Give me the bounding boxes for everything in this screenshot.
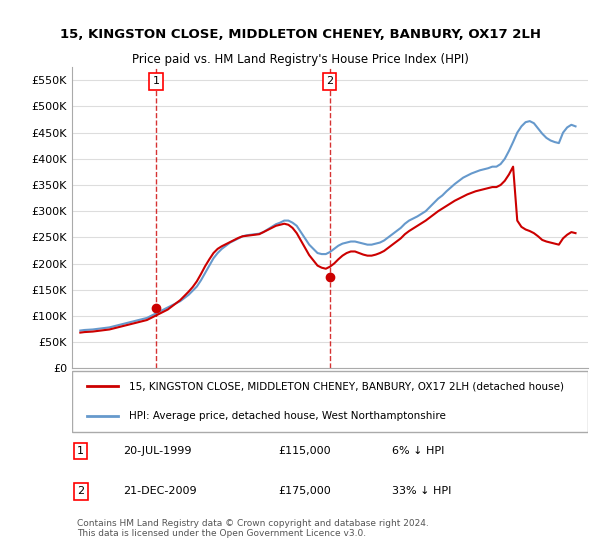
Text: 2: 2 <box>326 76 333 86</box>
Text: HPI: Average price, detached house, West Northamptonshire: HPI: Average price, detached house, West… <box>129 412 446 421</box>
Text: £115,000: £115,000 <box>278 446 331 456</box>
Text: 15, KINGSTON CLOSE, MIDDLETON CHENEY, BANBURY, OX17 2LH: 15, KINGSTON CLOSE, MIDDLETON CHENEY, BA… <box>59 28 541 41</box>
Text: Price paid vs. HM Land Registry's House Price Index (HPI): Price paid vs. HM Land Registry's House … <box>131 53 469 66</box>
Text: 1: 1 <box>152 76 160 86</box>
Text: 21-DEC-2009: 21-DEC-2009 <box>124 486 197 496</box>
Text: Contains HM Land Registry data © Crown copyright and database right 2024.
This d: Contains HM Land Registry data © Crown c… <box>77 519 429 538</box>
Text: 20-JUL-1999: 20-JUL-1999 <box>124 446 192 456</box>
Text: £175,000: £175,000 <box>278 486 331 496</box>
Text: 15, KINGSTON CLOSE, MIDDLETON CHENEY, BANBURY, OX17 2LH (detached house): 15, KINGSTON CLOSE, MIDDLETON CHENEY, BA… <box>129 381 564 391</box>
Text: 2: 2 <box>77 486 84 496</box>
Text: 1: 1 <box>77 446 84 456</box>
FancyBboxPatch shape <box>72 371 588 432</box>
Text: 6% ↓ HPI: 6% ↓ HPI <box>392 446 444 456</box>
Text: 33% ↓ HPI: 33% ↓ HPI <box>392 486 451 496</box>
